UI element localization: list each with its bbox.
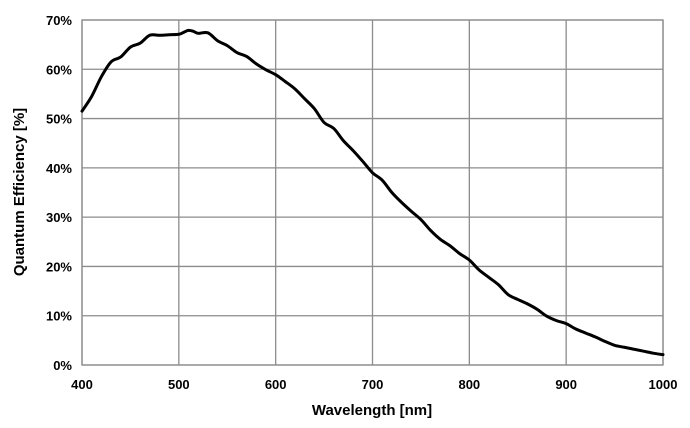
series-line <box>80 28 665 357</box>
x-tick-labels: 400 500 600 700 800 900 1000 <box>71 377 677 392</box>
series <box>80 28 665 357</box>
y-tick-label: 60% <box>46 62 72 77</box>
y-tick-labels: 0% 10% 20% 30% 40% 50% 60% 70% <box>46 13 72 373</box>
y-tick-label: 10% <box>46 309 72 324</box>
x-tick-label: 700 <box>362 377 384 392</box>
x-tick-label: 900 <box>555 377 577 392</box>
plot-frame <box>81 19 664 366</box>
x-tick-label: 1000 <box>649 377 678 392</box>
x-axis-title: Wavelength [nm] <box>312 402 432 419</box>
x-tick-label: 400 <box>71 377 93 392</box>
y-tick-label: 0% <box>53 358 72 373</box>
y-tick-label: 70% <box>46 13 72 28</box>
y-tick-label: 20% <box>46 259 72 274</box>
y-axis-title: Quantum Efficiency [%] <box>11 108 28 276</box>
grid <box>81 19 664 366</box>
y-tick-label: 40% <box>46 161 72 176</box>
y-tick-label: 50% <box>46 112 72 127</box>
y-tick-label: 30% <box>46 210 72 225</box>
x-tick-label: 500 <box>168 377 190 392</box>
x-tick-label: 800 <box>458 377 480 392</box>
x-tick-label: 600 <box>265 377 287 392</box>
